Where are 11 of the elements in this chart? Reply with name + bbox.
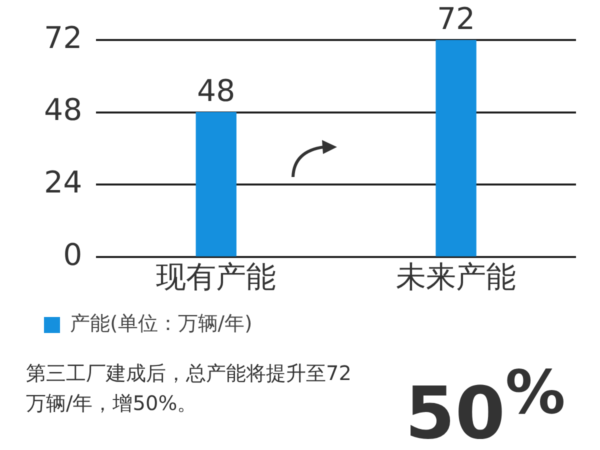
legend-label: 产能(单位：万辆/年) [70, 311, 252, 336]
text: 第三工厂建成后，总产能将提升至72万辆/年，增50%。 [26, 360, 352, 417]
y-tick-label: 72 [44, 20, 82, 56]
y-tick-label: 48 [44, 93, 82, 128]
text: 50$^{%}$ [405, 357, 566, 450]
x-tick-label: 未来产能 [396, 260, 516, 295]
x-tick-label: 现有产能 [156, 260, 276, 295]
y-tick-label: 24 [44, 165, 82, 200]
data-label: 72 [436, 2, 476, 37]
data-label: 48 [197, 74, 236, 110]
y-tick-label: 0 [63, 238, 82, 273]
